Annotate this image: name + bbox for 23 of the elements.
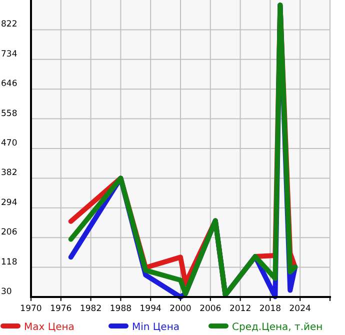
legend-label: Max Цена <box>24 322 74 333</box>
y-tick-label: 646 <box>1 79 18 90</box>
x-tick-label: 1994 <box>140 304 162 314</box>
x-tick-label: 2012 <box>229 304 252 314</box>
y-tick-label: 734 <box>1 49 18 60</box>
y-tick-label: 206 <box>1 228 18 238</box>
legend-label: Сред.Цена, т.йен <box>232 322 323 333</box>
x-tick-label: 2006 <box>200 304 222 314</box>
y-tick-label: 558 <box>1 108 18 119</box>
x-tick-label: 1976 <box>50 304 72 314</box>
x-tick-label: 2018 <box>259 304 282 314</box>
y-tick-label: 118 <box>1 257 18 268</box>
y-tick-label: 470 <box>1 138 18 148</box>
x-tick-label: 1970 <box>20 304 42 314</box>
y-tick-label: 30 <box>1 287 12 297</box>
x-tick-label: 2000 <box>170 304 192 314</box>
x-tick-label: 2024 <box>289 304 311 314</box>
y-tick-label: 382 <box>1 168 18 178</box>
y-tick-label: 822 <box>1 20 18 30</box>
legend-label: Min Цена <box>132 322 180 333</box>
y-tick-label: 294 <box>1 198 18 208</box>
x-tick-label: 1982 <box>80 304 102 314</box>
x-tick-label: 1988 <box>110 304 132 314</box>
